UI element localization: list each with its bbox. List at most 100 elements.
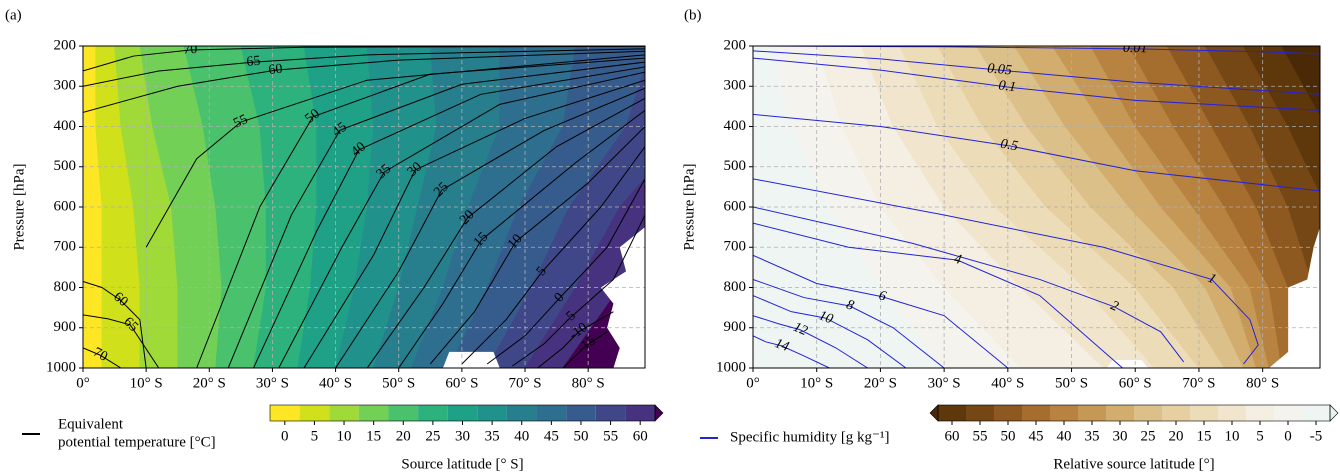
- colorbar-bin: [477, 405, 507, 421]
- colorbar-bin: [418, 405, 448, 421]
- x-tick-label: 40° S: [991, 375, 1024, 391]
- colorbar-tick-label: 35: [1085, 428, 1100, 444]
- panel-label: (b): [684, 7, 702, 23]
- fill-region: [1281, 46, 1320, 116]
- x-tick-label: 70° S: [508, 375, 541, 391]
- contour-line: [753, 335, 830, 368]
- colorbar-tick-label: 10: [1225, 428, 1240, 444]
- contour-label: 0.1: [998, 78, 1017, 95]
- x-tick-label: 10° S: [130, 375, 163, 391]
- contour-line: [227, 61, 645, 368]
- missing-region: [1106, 359, 1148, 368]
- legend-label: potential temperature [°C]: [58, 434, 216, 450]
- x-tick-label: 50° S: [1055, 375, 1088, 391]
- colorbar-tick-label: 5: [1256, 428, 1264, 444]
- x-tick-label: 10° S: [800, 375, 833, 391]
- contour-label: 0.5: [999, 137, 1019, 155]
- contour-label: 12: [791, 320, 810, 339]
- colorbar-tick-label: -5: [1310, 428, 1323, 444]
- colorbar-bin: [994, 405, 1022, 421]
- contour-line: [83, 50, 645, 113]
- colorbar-bin: [1022, 405, 1050, 421]
- colorbar-tick-label: 40: [514, 428, 529, 444]
- missing-region: [600, 227, 645, 368]
- y-tick-label: 600: [724, 198, 747, 214]
- x-tick-label: 50° S: [382, 375, 415, 391]
- colorbar-tick-label: 30: [455, 428, 470, 444]
- y-tick-label: 1000: [716, 359, 746, 375]
- fill-region: [486, 65, 645, 368]
- colorbar-bin: [1162, 405, 1190, 421]
- colorbar-tick-label: 55: [973, 428, 988, 444]
- colorbar-bin: [625, 405, 655, 421]
- colorbar-tick-label: 35: [485, 428, 500, 444]
- contour-line: [429, 126, 645, 365]
- colorbar-tick-label: 25: [1141, 428, 1156, 444]
- y-tick-label: 700: [724, 239, 747, 255]
- contour-line: [83, 48, 645, 87]
- contour-label: 60: [268, 62, 284, 79]
- x-tick-label: 60° S: [445, 375, 478, 391]
- colorbar-tick-label: 15: [1197, 428, 1212, 444]
- contour-line: [83, 46, 645, 72]
- contour-line: [562, 331, 608, 368]
- contour-line: [753, 57, 1320, 111]
- missing-region: [442, 351, 500, 368]
- colorbar-extension: [654, 404, 664, 422]
- colorbar-tick-label: 20: [1169, 428, 1184, 444]
- colorbar-extension: [929, 404, 939, 422]
- y-tick-label: 700: [54, 239, 77, 255]
- colorbar-tick-label: 60: [945, 428, 960, 444]
- colorbar-tick-label: 45: [1029, 428, 1044, 444]
- contour-line: [753, 278, 945, 368]
- contour-line: [753, 315, 868, 368]
- contour-label: 14: [773, 336, 791, 355]
- contour-line: [335, 87, 645, 368]
- contour-line: [303, 79, 645, 368]
- y-tick-label: 800: [54, 279, 77, 295]
- contour-label: 70: [183, 42, 198, 58]
- contour-label: 55: [231, 112, 250, 131]
- colorbar-tick-label: 50: [573, 428, 588, 444]
- colorbar-bin: [358, 405, 389, 421]
- y-tick-label: 800: [724, 279, 747, 295]
- colorbar-extension: [1329, 404, 1339, 422]
- y-tick-label: 500: [724, 158, 747, 174]
- y-tick-label: 900: [724, 319, 747, 335]
- y-tick-label: 400: [54, 118, 77, 134]
- contour-line: [753, 206, 1185, 363]
- contour-line: [753, 113, 1320, 192]
- y-tick-label: 200: [54, 37, 77, 53]
- x-tick-label: 30° S: [256, 375, 289, 391]
- contour-line: [83, 280, 147, 368]
- colorbar-tick-label: 45: [544, 428, 559, 444]
- contour-label: 70: [90, 345, 109, 365]
- x-tick-label: 80° S: [572, 375, 605, 391]
- colorbar-bin: [966, 405, 994, 421]
- colorbar-bin: [1274, 405, 1302, 421]
- x-tick-label: 0°: [746, 375, 760, 391]
- colorbar-bin: [566, 405, 596, 421]
- y-axis-label: Pressure [hPa]: [681, 163, 697, 250]
- contour-line: [278, 71, 645, 368]
- contour-line: [537, 311, 614, 368]
- legend-label: Equivalent: [58, 416, 124, 432]
- y-tick-label: 300: [54, 78, 77, 94]
- colorbar-tick-label: 55: [603, 428, 618, 444]
- contour-label: 8: [844, 298, 855, 314]
- colorbar-bin: [1050, 405, 1078, 421]
- colorbar-label: Source latitude [° S]: [401, 456, 523, 472]
- colorbar-tick-label: 0: [281, 428, 289, 444]
- colorbar-bin: [1190, 405, 1218, 421]
- y-axis-label: Pressure [hPa]: [11, 163, 27, 250]
- x-tick-label: 0°: [76, 375, 90, 391]
- colorbar-tick-label: 15: [366, 428, 381, 444]
- colorbar-frame: [937, 404, 1331, 422]
- colorbar-bin: [329, 405, 359, 421]
- y-tick-label: 600: [54, 198, 77, 214]
- colorbar-bin: [388, 405, 419, 421]
- x-tick-label: 20° S: [864, 375, 897, 391]
- contour-line: [83, 347, 122, 368]
